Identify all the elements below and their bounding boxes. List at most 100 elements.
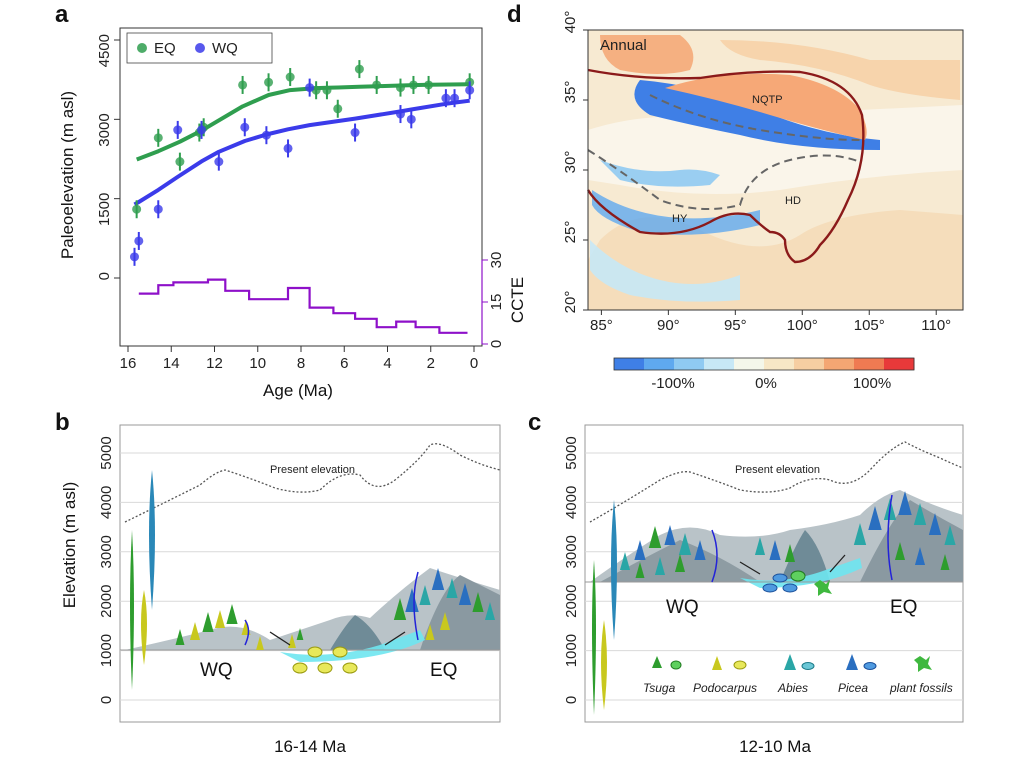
b-brace-east [413,571,419,641]
pollen-grain [332,646,348,658]
tree-icon [425,624,435,640]
x-tick-label: 2 [427,355,435,372]
b-arrow-east [384,631,406,646]
legend-plant-fossils-label: plant fossils [889,681,953,695]
elevation-tick-label: 3000 [563,535,580,568]
y-tick-label: 0 [96,272,113,280]
map-y-tick-label: 30° [562,151,579,174]
panel-label-b: b [55,409,70,436]
c-wq-label: WQ [666,597,699,618]
map-y-tick-label: 25° [562,221,579,244]
legend-tsuga-label: Tsuga [643,681,676,695]
tree-icon [226,604,238,624]
legend-tsuga-cone-icon [670,660,682,670]
pollen-grain [342,662,358,674]
wq-point [350,128,360,138]
wq-point [283,143,293,153]
x-tick-label: 12 [206,355,223,372]
c-brace-east [887,494,893,581]
b-eq-label: EQ [430,660,457,681]
tree-icon [940,554,950,570]
c-violin-podocarpus [601,620,607,710]
wq-point [441,93,451,103]
tree-icon [868,506,882,530]
x-tick-label: 4 [383,355,391,372]
panel-a-legend: EQ WQ [126,32,273,64]
b-mountain-right [420,575,500,650]
legend-podocarpus-icon [712,656,722,670]
b-river [280,630,425,662]
c-arrow-west [739,561,761,575]
map-region-hy: HY [672,213,688,225]
pollen-grain [317,662,333,674]
ccte-step-line [138,278,468,334]
tree-icon [769,540,781,560]
tree-icon [664,525,676,545]
wq-point [173,125,183,135]
legend-plant-fossil-icon [914,656,932,672]
tree-icon [944,525,956,545]
map-light-blue-patch [590,240,740,302]
c-violin-tsuga [592,560,596,715]
legend-wq-label: WQ [212,40,238,57]
tree-icon [458,583,472,605]
c-legend: Tsuga Podocarpus Abies Picea plant fossi… [643,654,953,695]
map-y-tick-label: 40° [562,11,579,34]
pollen-grain [762,583,778,593]
map-x-tick-label: 85° [590,317,613,334]
tree-icon [214,610,226,628]
pollen-grain [307,646,323,658]
tree-icon [446,578,458,598]
c-brace-west [711,529,718,583]
pollen-grain [772,573,788,583]
eq-point [333,104,343,114]
wq-point [134,236,144,246]
b-arrow-west [269,631,291,646]
panel-label-a: a [55,1,69,28]
tree-icon [914,547,926,565]
x-axis-label: Age (Ma) [263,381,333,400]
panel-label-d: d [507,1,522,28]
tree-icon [894,542,906,560]
tree-icon [439,612,451,630]
wq-point [395,109,405,119]
y2-axis-label: CCTE [508,277,527,323]
legend-tsuga-icon [652,656,662,668]
tree-icon [484,602,496,620]
tree-icon [393,598,407,620]
b-violin-abies [149,470,155,610]
eq-point [132,204,142,214]
map-warm-nqtp [665,73,867,140]
tree-icon [648,526,662,548]
plant-fossil [814,580,832,596]
wq-point [153,204,163,214]
legend-eq-label: EQ [154,40,176,57]
tree-icon [674,554,686,572]
wq-point [406,114,416,124]
y-tick-label: 1500 [96,193,113,226]
tree-icon [472,592,484,612]
c-mountain-right [860,500,963,582]
colorbar-label: 0% [755,375,777,392]
c-arrow-east [829,554,846,573]
wq-point [197,125,207,135]
tree-icon [754,537,766,555]
map-warm-north [720,40,960,100]
eq-point [354,64,364,74]
b-mountain-back [125,568,500,650]
colorbar-label: -100% [651,375,694,392]
eq-point [264,77,274,87]
map-x-tick-label: 100° [787,317,818,334]
colorbar-frame [613,357,915,371]
legend-abies-pollen-icon [801,662,815,670]
map-x-tick-label: 95° [724,317,747,334]
colorbar-swatch [794,358,825,370]
elevation-tick-label: 0 [563,696,580,704]
tree-icon [619,552,631,570]
x-tick-label: 6 [340,355,348,372]
colorbar-swatch [614,358,645,370]
wq-point [240,122,250,132]
c-eq-label: EQ [890,597,917,618]
eq-point [175,157,185,167]
b-violin-tsuga [130,530,134,690]
